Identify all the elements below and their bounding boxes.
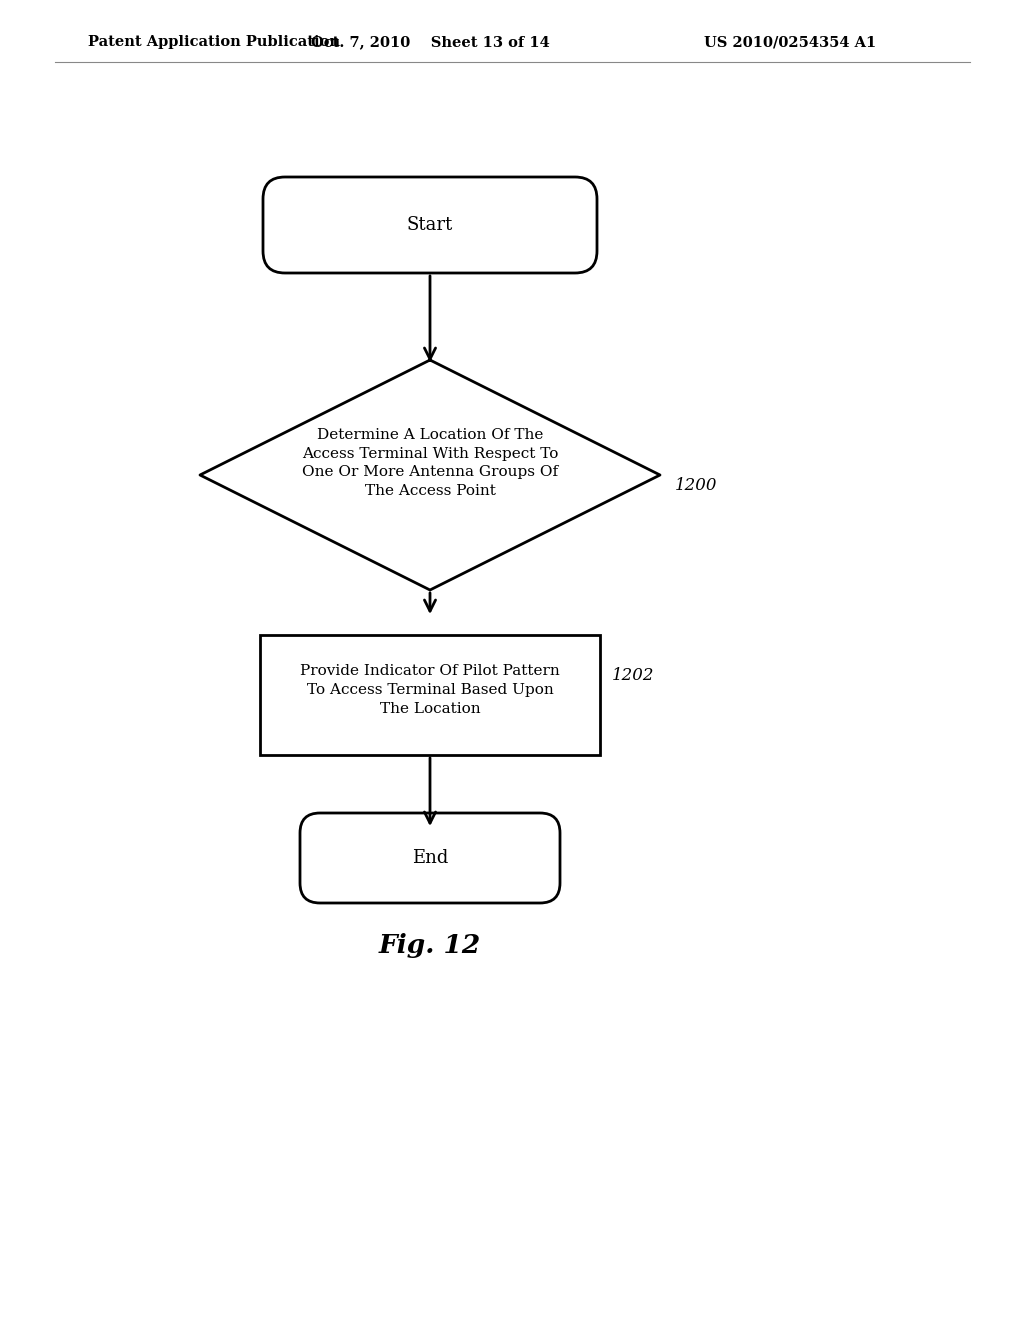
Text: 1200: 1200 — [675, 477, 718, 494]
Text: End: End — [412, 849, 449, 867]
Text: Provide Indicator Of Pilot Pattern
To Access Terminal Based Upon
The Location: Provide Indicator Of Pilot Pattern To Ac… — [300, 664, 560, 715]
FancyBboxPatch shape — [300, 813, 560, 903]
Text: Determine A Location Of The
Access Terminal With Respect To
One Or More Antenna : Determine A Location Of The Access Termi… — [302, 428, 558, 499]
FancyBboxPatch shape — [263, 177, 597, 273]
Text: Patent Application Publication: Patent Application Publication — [88, 36, 340, 49]
FancyBboxPatch shape — [260, 635, 600, 755]
Text: US 2010/0254354 A1: US 2010/0254354 A1 — [703, 36, 877, 49]
Text: 1202: 1202 — [612, 667, 654, 684]
Text: Start: Start — [407, 216, 454, 234]
Text: Fig. 12: Fig. 12 — [379, 932, 481, 957]
Text: Oct. 7, 2010    Sheet 13 of 14: Oct. 7, 2010 Sheet 13 of 14 — [310, 36, 549, 49]
